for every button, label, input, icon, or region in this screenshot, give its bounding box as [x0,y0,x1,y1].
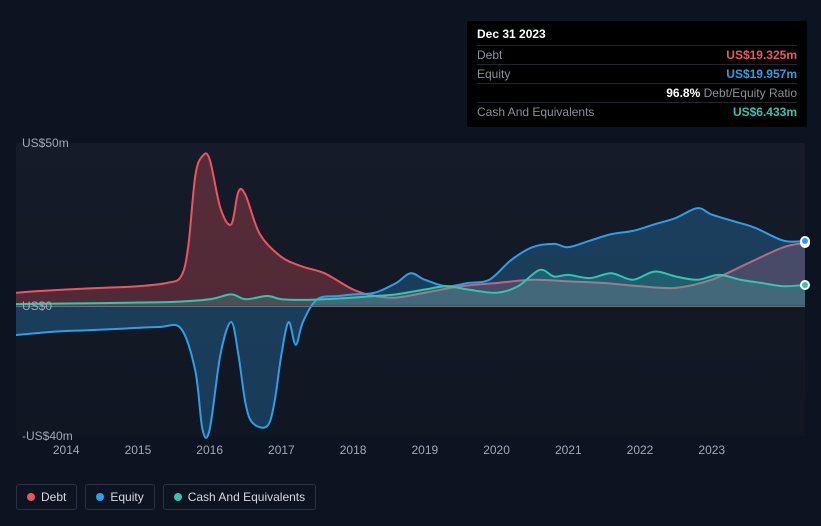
legend: Debt Equity Cash And Equivalents [16,484,316,510]
legend-item-equity[interactable]: Equity [85,484,154,510]
legend-label: Debt [41,490,66,504]
chart-svg [16,143,805,436]
tooltip-row-value: US$19.957m [726,67,797,81]
x-axis-label: 2019 [411,443,438,457]
plot-area[interactable] [16,143,805,436]
legend-label: Cash And Equivalents [188,490,305,504]
tooltip-row: Equity US$19.957m [477,64,797,83]
legend-label: Equity [110,490,143,504]
chart-area: US$50m US$0 -US$40m2014 2015 2016 2017 2018 201… [16,125,805,465]
x-axis-label: 2017 [268,443,295,457]
x-axis-label: 2018 [340,443,367,457]
tooltip-row: Debt US$19.325m [477,45,797,64]
legend-swatch [27,493,35,501]
end-marker-equity [800,236,810,246]
legend-swatch [174,493,182,501]
x-axis-label: 2020 [483,443,510,457]
x-axis-label: 2022 [627,443,654,457]
chart-container: Dec 31 2023 Debt US$19.325m Equity US$19.95… [0,0,821,526]
legend-swatch [96,493,104,501]
tooltip-row-value: US$19.325m [726,48,797,62]
y-axis-label: US$0 [22,299,90,313]
tooltip-row-value: 96.8% Debt/Equity Ratio [666,86,797,100]
data-tooltip: Dec 31 2023 Debt US$19.325m Equity US$19.95… [467,21,807,127]
y-axis-label: -US$40m [22,429,90,443]
x-axis-label: 2015 [125,443,152,457]
tooltip-date: Dec 31 2023 [477,27,797,45]
tooltip-row-value: US$6.433m [733,105,797,119]
zero-baseline [16,306,805,307]
tooltip-row: Cash And Equivalents US$6.433m [477,102,797,121]
legend-item-cash-and-equivalents[interactable]: Cash And Equivalents [163,484,316,510]
x-axis-label: 2021 [555,443,582,457]
tooltip-rows: Debt US$19.325m Equity US$19.957m 96.8% Debt… [477,45,797,121]
tooltip-row: 96.8% Debt/Equity Ratio [477,83,797,102]
series-area-equity [16,208,805,438]
tooltip-row-label: Cash And Equivalents [477,105,594,119]
y-axis-label: US$50m [22,136,90,150]
tooltip-row-label: Debt [477,48,502,62]
end-marker-cash-and-equivalents [800,280,810,290]
x-axis-label: 2014 [53,443,80,457]
tooltip-row-label: Equity [477,67,510,81]
x-axis-label: 2016 [196,443,223,457]
legend-item-debt[interactable]: Debt [16,484,77,510]
x-axis-label: 2023 [698,443,725,457]
